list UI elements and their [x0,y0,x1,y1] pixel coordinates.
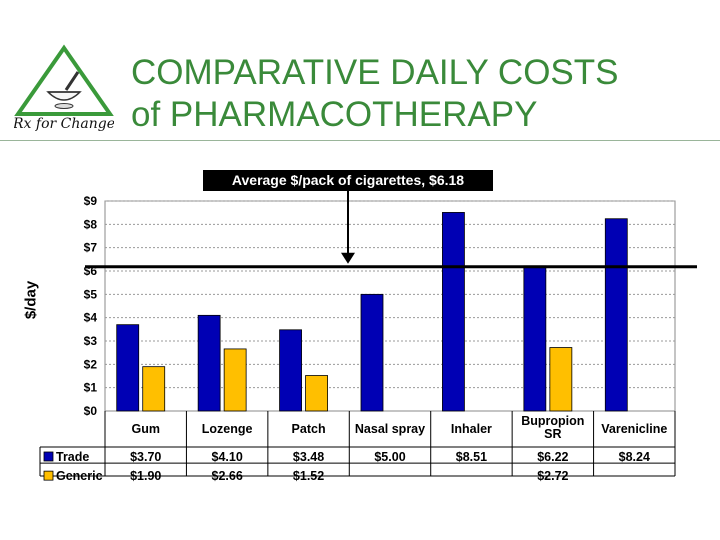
category-label: Nasal spray [355,422,425,436]
legend-swatch-generic [43,470,54,481]
legend-label-trade: Trade [56,450,89,464]
category-label: SR [544,427,561,441]
bar-trade-5 [523,265,547,412]
data-label-trade: $4.10 [212,450,243,464]
title-divider [0,140,720,141]
category-label: Bupropion [521,414,584,428]
logo-text: Rx for Change [14,116,114,132]
bar-trade-0 [116,324,140,412]
data-label-trade: $6.22 [537,450,568,464]
data-label-trade: $3.48 [293,450,324,464]
data-label-generic: $1.52 [293,469,324,483]
bar-trade-4 [442,212,465,412]
category-label: Lozenge [202,422,253,436]
data-label-trade: $3.70 [130,450,161,464]
data-label-generic: $2.72 [537,469,568,483]
data-label-generic: $1.90 [130,469,161,483]
y-tick-label: $5 [84,287,98,301]
y-tick-label: $9 [84,194,98,208]
category-label: Inhaler [451,422,492,436]
data-label-trade: $8.51 [456,450,487,464]
y-tick-label: $4 [84,311,98,325]
bar-trade-2 [279,329,302,412]
bar-trade-3 [360,293,384,412]
bar-generic-2 [305,375,328,412]
bar-generic-1 [223,348,247,412]
y-tick-label: $7 [84,241,98,255]
data-label-trade: $5.00 [374,450,405,464]
category-label: Patch [292,422,326,436]
title-line-1: COMPARATIVE DAILY COSTS [131,53,619,92]
data-label-trade: $8.24 [619,450,650,464]
category-label: Gum [131,422,159,436]
y-axis-label: $/day [22,280,40,320]
bar-generic-5 [549,347,573,412]
slide-title: COMPARATIVE DAILY COSTS of PHARMACOTHERA… [131,52,711,136]
y-tick-label: $0 [84,404,98,418]
reference-annotation: Average $/pack of cigarettes, $6.18 [203,170,493,191]
category-label: Varenicline [601,422,667,436]
rx-for-change-logo: Rx for Change [12,44,115,134]
y-tick-label: $1 [84,381,98,395]
bar-trade-6 [604,218,628,412]
bar-generic-0 [142,366,166,412]
y-tick-label: $8 [84,217,98,231]
legend-label-generic: Generic [56,469,103,483]
bar-trade-1 [197,314,221,412]
y-tick-label: $2 [84,357,98,371]
reference-arrow-head [341,252,355,264]
plot-area [104,200,676,412]
title-line-2: of PHARMACOTHERAPY [131,95,538,134]
data-label-generic: $2.66 [212,469,243,483]
legend-swatch-trade [43,451,54,462]
y-tick-label: $3 [84,334,98,348]
